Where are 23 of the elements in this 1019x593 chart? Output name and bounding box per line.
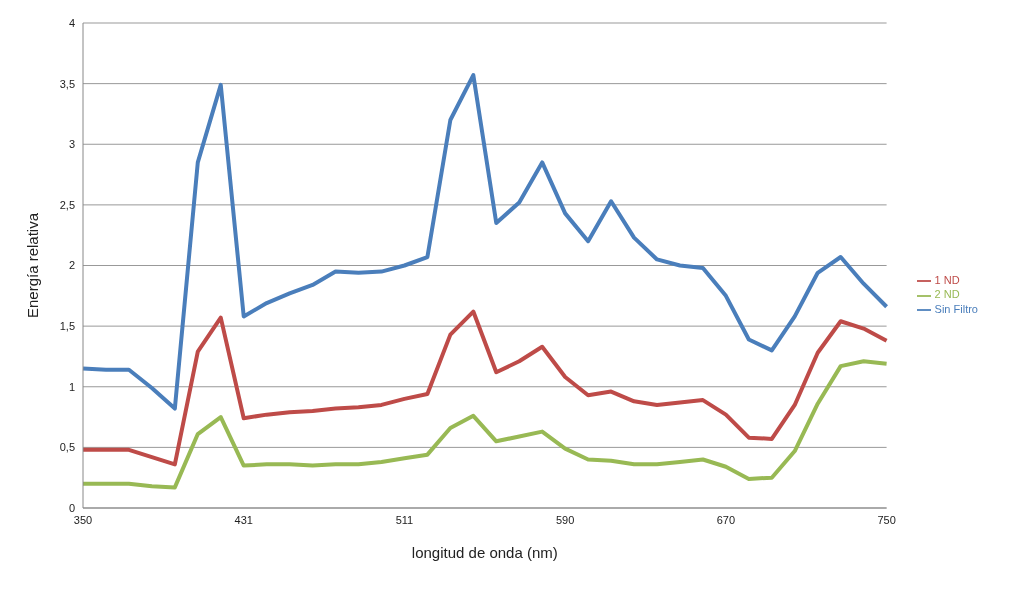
x-tick-label: 670 <box>716 513 736 526</box>
y-tick-label: 2,5 <box>59 198 75 211</box>
y-tick-label: 1 <box>68 380 75 393</box>
y-tick-label: 2 <box>68 259 75 272</box>
x-tick-label: 431 <box>234 513 253 526</box>
x-tick-label: 511 <box>395 513 414 526</box>
legend-label: Sin Filtro <box>934 302 978 315</box>
y-tick-label: 0 <box>68 501 75 514</box>
line-series <box>81 73 889 411</box>
legend-label: 2 ND <box>934 288 960 301</box>
line-series <box>81 309 889 467</box>
line-series <box>81 359 889 490</box>
x-tick-label: 750 <box>877 513 896 526</box>
x-tick-label: 590 <box>555 513 575 526</box>
y-axis-title: Energía relativa <box>24 212 42 319</box>
y-tick-label: 4 <box>68 16 75 29</box>
legend-label: 1 ND <box>934 274 960 287</box>
x-axis-title: longitud de onda (nm) <box>411 544 558 561</box>
y-tick-label: 3 <box>68 138 75 151</box>
y-tick-label: 0,5 <box>59 441 75 454</box>
y-tick-label: 1,5 <box>59 320 75 333</box>
y-tick-label: 3,5 <box>59 77 75 90</box>
x-tick-label: 350 <box>73 513 93 526</box>
